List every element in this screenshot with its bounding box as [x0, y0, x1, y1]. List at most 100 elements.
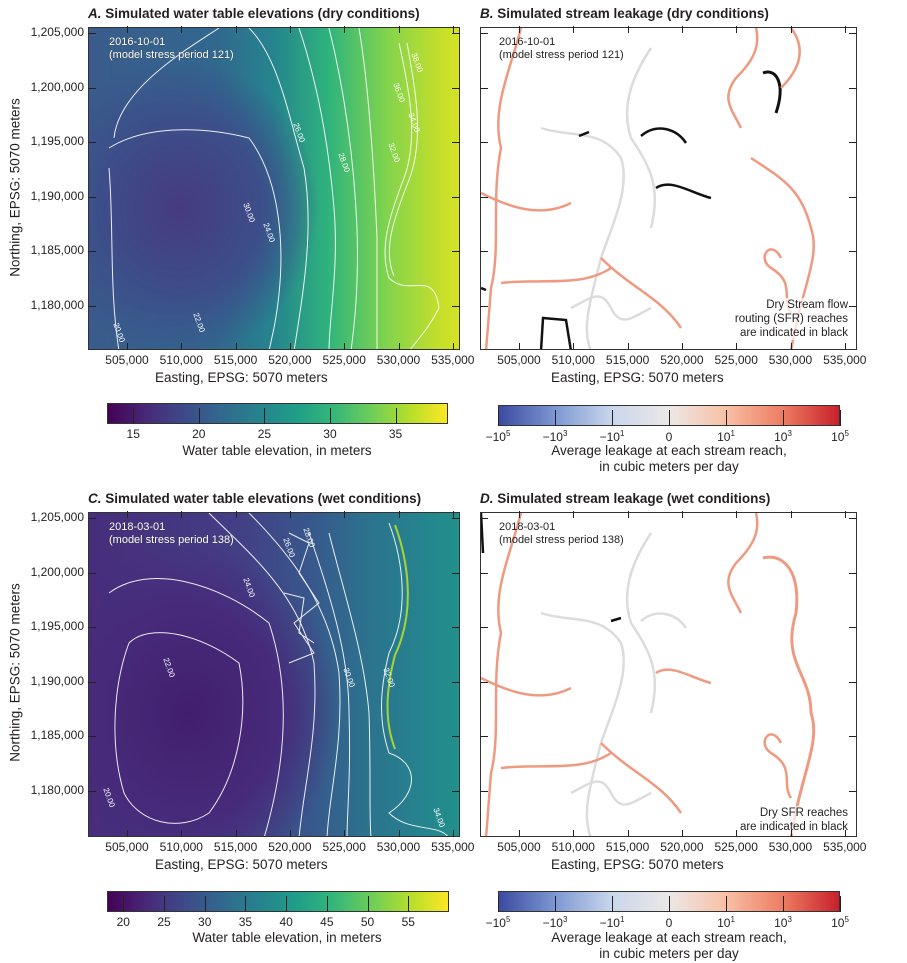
ytick-label: 1,180,000 — [30, 782, 84, 797]
colorbar-tick — [726, 410, 727, 426]
ytick-label: 1,205,000 — [30, 510, 84, 524]
xtick-label: 510,000 — [551, 840, 595, 854]
ytick-mark — [849, 518, 857, 519]
ytick-mark — [88, 627, 96, 628]
colorbar-tick — [286, 896, 288, 912]
ytick-mark — [452, 305, 460, 307]
stream-reaches — [481, 28, 815, 349]
ytick-mark — [480, 572, 488, 574]
colorbar-tick — [498, 410, 499, 426]
xtick-label: 505,000 — [497, 840, 541, 854]
colorbar-tick-label: −103 — [542, 429, 568, 444]
ytick-mark — [452, 736, 460, 737]
xtick-mark — [681, 830, 683, 837]
ytick-label: 1,185,000 — [30, 728, 84, 742]
ytick-mark — [480, 305, 488, 307]
ytick-mark — [88, 736, 96, 737]
xaxis-title-d: Easting, EPSG: 5070 meters — [551, 857, 724, 872]
xtick-mark — [790, 830, 792, 837]
xtick-label: 505,000 — [105, 840, 149, 854]
xtick-mark — [844, 26, 846, 33]
ytick-mark — [88, 572, 96, 574]
xtick-mark — [289, 26, 291, 33]
ytick-mark — [480, 33, 488, 34]
stream-reaches — [481, 513, 816, 836]
ytick-mark — [88, 251, 96, 252]
ytick-label: 1,195,000 — [30, 134, 84, 148]
xtick-mark — [736, 830, 738, 837]
xtick-mark — [398, 343, 400, 350]
colorbar-leakage-dry-title: Average leakage at each stream reach, in … — [551, 443, 787, 474]
ytick-mark — [849, 736, 857, 737]
xtick-label: 515,000 — [213, 353, 258, 367]
xtick-mark — [844, 343, 846, 350]
xtick-mark — [681, 26, 683, 33]
xtick-mark — [844, 511, 846, 518]
ytick-label: 1,205,000 — [30, 25, 84, 39]
xtick-mark — [844, 830, 846, 837]
ytick-mark — [88, 305, 96, 307]
xtick-mark — [452, 26, 454, 33]
colorbar-tick — [669, 896, 670, 912]
ytick-mark — [849, 142, 857, 143]
panel-d-dry-reach-note: Dry SFR reaches are indicated in black — [739, 806, 848, 834]
ytick-mark — [88, 142, 96, 143]
colorbar-tick-label: 40 — [279, 915, 293, 929]
xtick-mark — [235, 26, 237, 33]
contour-lines — [108, 513, 448, 836]
xaxis-title-a: Easting, EPSG: 5070 meters — [155, 370, 328, 385]
xtick-label: 515,000 — [213, 840, 258, 854]
colorbar-tick — [612, 410, 613, 426]
xtick-label: 525,000 — [714, 840, 758, 854]
colorbar-tick-label: −101 — [599, 429, 625, 444]
xtick-mark — [344, 830, 346, 837]
xtick-label: 530,000 — [376, 840, 421, 854]
panel-c-date-label: 2018-03-01 (model stress period 138) — [109, 521, 234, 546]
ytick-mark — [480, 627, 488, 628]
xtick-label: 525,000 — [714, 353, 758, 367]
colorbar-tick-label: −101 — [599, 915, 625, 930]
xtick-mark — [344, 511, 346, 518]
xtick-mark — [573, 511, 575, 518]
xtick-mark — [181, 511, 183, 518]
ytick-mark — [849, 251, 857, 252]
ytick-mark — [88, 681, 96, 683]
colorbar-tick — [164, 896, 165, 912]
colorbar-tick-label: 35 — [238, 915, 253, 929]
colorbar-tick-label: 103 — [774, 915, 792, 930]
colorbar-tick-label: 20 — [192, 427, 206, 441]
ytick-label: 1,200,000 — [30, 564, 84, 579]
colorbar-tick — [840, 896, 841, 912]
colorbar-tick — [498, 896, 499, 912]
ytick-mark — [480, 196, 488, 198]
colorbar-tick-label: 15 — [126, 427, 140, 441]
panel-a-date-label: 2016-10-01 (model stress period 121) — [109, 36, 234, 61]
ytick-label: 1,185,000 — [30, 243, 84, 257]
colorbar-tick — [408, 896, 410, 912]
xtick-mark — [627, 26, 629, 33]
xtick-label: 530,000 — [376, 353, 421, 367]
colorbar-tick — [726, 896, 727, 912]
xtick-mark — [736, 511, 738, 518]
xtick-mark — [289, 511, 291, 518]
ytick-mark — [452, 87, 460, 89]
ytick-label: 1,180,000 — [30, 297, 84, 312]
xtick-label: 520,000 — [660, 353, 704, 367]
ytick-mark — [452, 142, 460, 143]
ytick-mark — [452, 790, 460, 792]
colorbar-tick-label: 101 — [717, 429, 735, 444]
ytick-mark — [452, 627, 460, 628]
xtick-label: 510,000 — [551, 353, 595, 367]
colorbar-tick — [840, 410, 841, 426]
xaxis-title-c: Easting, EPSG: 5070 meters — [155, 857, 328, 872]
ytick-mark — [452, 251, 460, 252]
xtick-mark — [627, 343, 629, 350]
map-dry-stream-leakage: 2016-10-01 (model stress period 121) Dry … — [480, 27, 857, 350]
colorbar-tick — [555, 410, 556, 426]
xtick-mark — [235, 511, 237, 518]
ytick-mark — [480, 87, 488, 89]
colorbar-tick-label: 30 — [323, 427, 337, 441]
colorbar-tick-label: −103 — [542, 915, 568, 930]
panel-b-dry-reach-note: Dry Stream flow routing (SFR) reaches are … — [734, 298, 848, 340]
xtick-label: 520,000 — [268, 353, 312, 367]
